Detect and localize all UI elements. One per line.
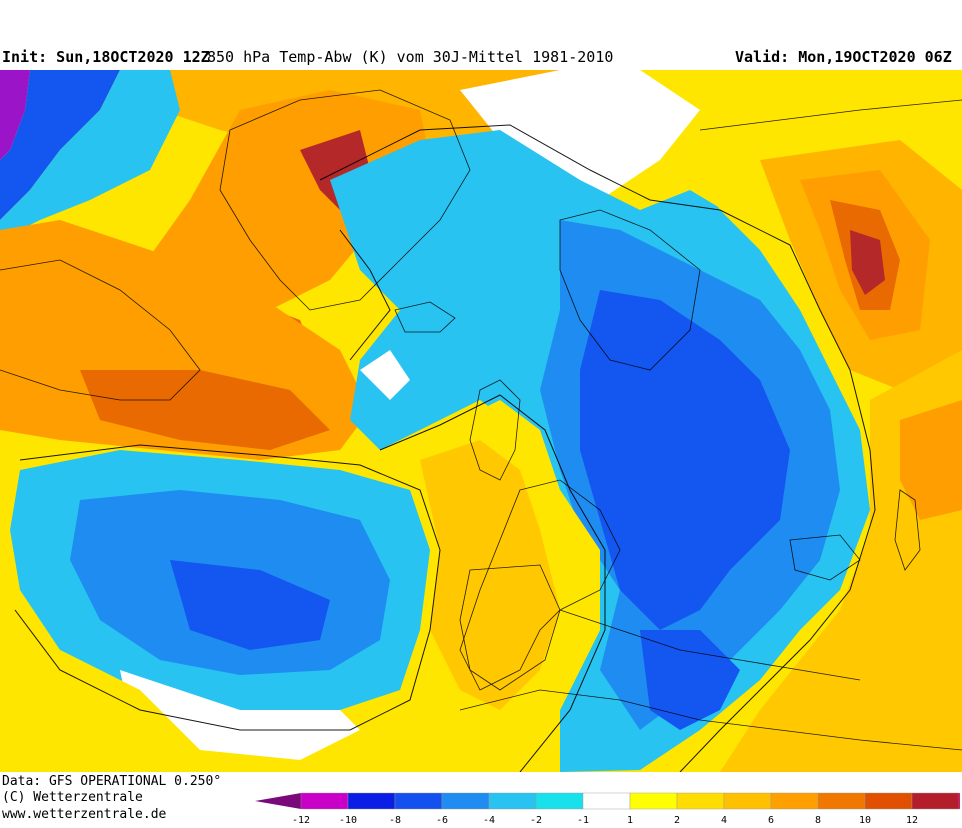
legend-tick-label: -1 [577,815,589,826]
legend-tick-label: 10 [859,815,871,826]
legend-tick-label: -12 [292,815,310,826]
legend-box [300,792,349,810]
valid-time: Valid: Mon,19OCT2020 06Z [735,48,952,66]
legend-box [770,792,819,810]
legend-box [488,792,537,810]
coast-greenland [219,89,471,311]
region-nw-purple [0,70,30,160]
coast-iberia [459,564,561,691]
legend-box [535,792,584,810]
contour-atlantic-inner [339,229,391,361]
legend-tick-label: -10 [339,815,357,826]
legend-color-boxes [255,792,960,810]
map-footer: Data: GFS OPERATIONAL 0.250° (C) Wetterz… [0,772,962,828]
data-source: Data: GFS OPERATIONAL 0.250° [2,774,222,789]
legend-tick-label: 8 [815,815,821,826]
coast-iceland [394,301,456,333]
region-se-orange [900,400,962,520]
region-zero-band-iceland [360,350,410,400]
legend-box [441,792,490,810]
color-legend: -12 -10 -8 -6 -4 -2 -1 1 2 4 6 8 10 12 [255,792,960,826]
legend-tick-label: 1 [627,815,633,826]
legend-tick-label: 6 [768,815,774,826]
legend-tick-label: -2 [530,815,542,826]
legend-tick-label: -6 [436,815,448,826]
region-iberia-gold [420,440,560,710]
legend-box [817,792,866,810]
coastlines [0,89,962,751]
legend-tick-label: 2 [674,815,680,826]
legend-arrow-left [255,793,301,809]
coast-mediterranean [559,609,861,681]
contour-subtropical [14,444,441,731]
coast-russia-north [699,99,962,131]
contour-west-europe [379,394,606,772]
region-atlantic-darkorange [80,370,330,450]
region-europe-blue-dark [580,290,790,630]
website-link[interactable]: www.wetterzentrale.de [2,807,167,822]
contour-natl [319,124,876,772]
legend-box [723,792,772,810]
temperature-anomaly-map [0,70,962,772]
legend-box [347,792,396,810]
copyright: (C) Wetterzentrale [2,790,143,805]
legend-box [676,792,725,810]
coast-caspian [894,489,921,571]
region-nw-cyan [0,70,180,240]
legend-box [394,792,443,810]
legend-box [582,792,631,810]
region-med-blue-dark [640,630,740,730]
map-header: Init: Sun,18OCT2020 12Z 850 hPa Temp-Abw… [0,0,962,70]
coast-scandinavia [559,209,701,371]
coast-europe-west [459,479,621,691]
legend-tick-label: -8 [389,815,401,826]
legend-tick-label: 12 [906,815,918,826]
region-south-yellow [0,630,260,772]
legend-box [629,792,678,810]
legend-tick-label: 4 [721,815,727,826]
legend-tick-label: -4 [483,815,495,826]
coast-africa-north [459,689,962,751]
legend-arrow-right [959,793,960,809]
legend-box [911,792,960,810]
legend-box [864,792,913,810]
zero-contours [14,124,876,772]
coast-canada [0,259,201,401]
region-nw-blue-dark [0,70,120,220]
region-top-center-white [460,70,700,200]
init-time: Init: Sun,18OCT2020 12Z [2,48,210,66]
legend-labels: -12 -10 -8 -6 -4 -2 -1 1 2 4 6 8 10 12 [292,815,918,826]
region-russia-deep [850,230,885,295]
coast-black-sea [789,534,861,581]
map-title: 850 hPa Temp-Abw (K) vom 30J-Mittel 1981… [207,48,614,66]
region-subtrop-blue-dark [170,560,330,650]
coast-british-isles [469,379,521,481]
